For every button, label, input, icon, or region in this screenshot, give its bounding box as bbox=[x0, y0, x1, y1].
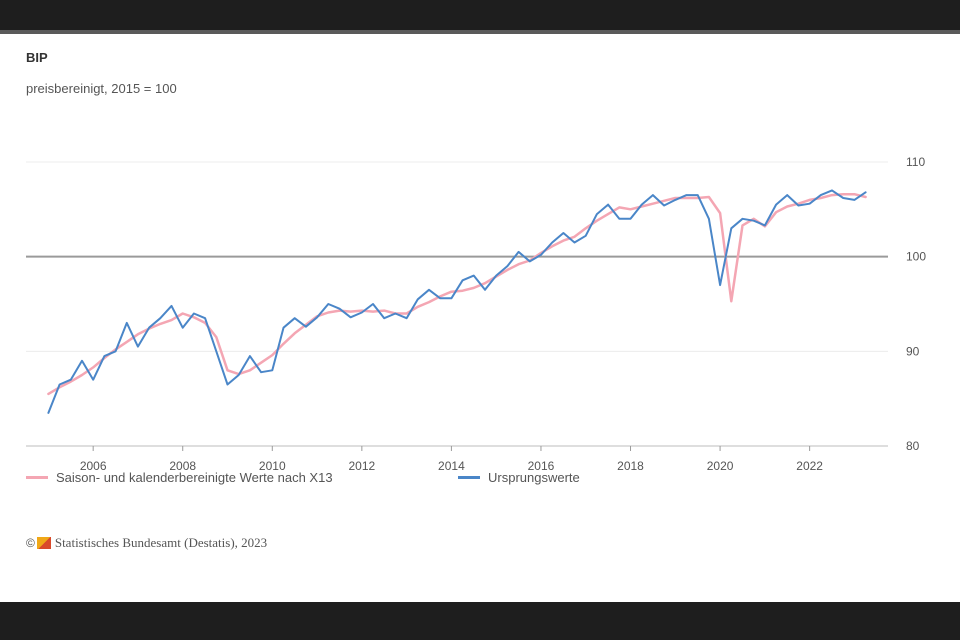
x-tick-label: 2014 bbox=[438, 459, 465, 473]
series-line-original bbox=[47, 189, 867, 414]
copyright-icon: © bbox=[26, 536, 35, 550]
legend-item-original[interactable]: Ursprungswerte bbox=[458, 470, 580, 485]
y-tick-label: 80 bbox=[906, 439, 920, 453]
top-divider bbox=[0, 30, 960, 34]
x-tick-label: 2020 bbox=[707, 459, 734, 473]
x-tick-label: 2006 bbox=[80, 459, 107, 473]
source-note: © Statistisches Bundesamt (Destatis), 20… bbox=[26, 535, 267, 551]
source-text: Statistisches Bundesamt (Destatis), 2023 bbox=[54, 535, 268, 550]
legend-swatch-original bbox=[458, 476, 480, 479]
line-chart: 2006 2008 2010 2012 2014 2016 2018 2020 2022 80 9… bbox=[26, 155, 926, 473]
grid-lines bbox=[26, 161, 888, 447]
chart-title: BIP bbox=[26, 50, 48, 65]
x-tick-label: 2012 bbox=[348, 459, 375, 473]
destatis-logo-icon bbox=[36, 537, 51, 549]
y-tick-label: 90 bbox=[906, 344, 920, 358]
x-tick-label: 2022 bbox=[796, 459, 823, 473]
top-bar bbox=[0, 0, 960, 30]
y-axis: 80 90 100 110 bbox=[906, 155, 926, 453]
x-axis: 2006 2008 2010 2012 2014 2016 2018 2020 2022 bbox=[26, 445, 888, 473]
bottom-bar bbox=[0, 602, 960, 640]
legend-item-seasonal[interactable]: Saison- und kalenderbereinigte Werte nac… bbox=[26, 470, 333, 485]
x-tick-label: 2018 bbox=[617, 459, 644, 473]
chart-subtitle: preisbereinigt, 2015 = 100 bbox=[26, 81, 177, 96]
legend-label-seasonal: Saison- und kalenderbereinigte Werte nac… bbox=[56, 470, 333, 485]
legend-swatch-seasonal bbox=[26, 476, 48, 479]
y-tick-label: 100 bbox=[906, 250, 926, 264]
x-tick-label: 2016 bbox=[528, 459, 555, 473]
series-line-seasonal bbox=[47, 192, 867, 396]
x-tick-label: 2008 bbox=[169, 459, 196, 473]
series-lines bbox=[47, 189, 867, 414]
legend-label-original: Ursprungswerte bbox=[488, 470, 580, 485]
x-tick-label: 2010 bbox=[259, 459, 286, 473]
y-tick-label: 110 bbox=[906, 155, 925, 169]
